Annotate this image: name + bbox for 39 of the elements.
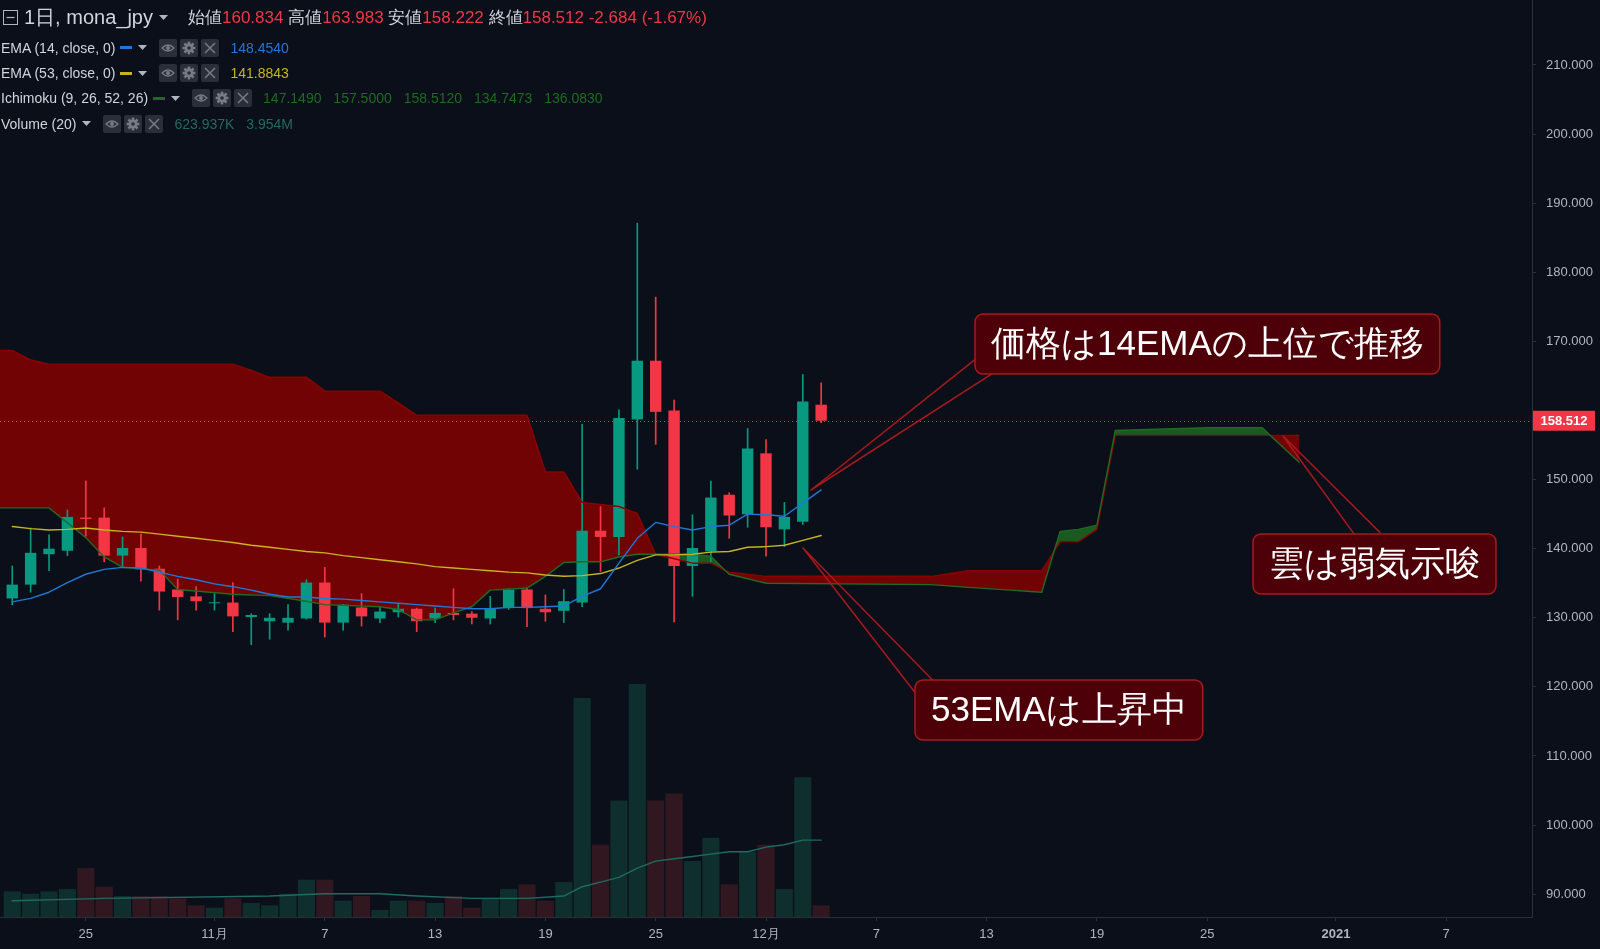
- x-tick-label: 7: [321, 926, 329, 942]
- y-tick-label: 120.000: [1546, 678, 1593, 694]
- y-tick-label: 90.000: [1546, 885, 1586, 901]
- x-tick-label: 2021: [1321, 926, 1351, 942]
- x-tick-label: 7: [872, 926, 880, 942]
- annotation: 148.4540: [230, 39, 289, 56]
- annotation: 価格は14EMAの上位で推移: [991, 322, 1424, 362]
- x-tick-label: 25: [648, 926, 663, 942]
- annotation: 53EMAは上昇中: [931, 688, 1187, 728]
- y-tick-label: 140.000: [1546, 540, 1593, 556]
- x-tick-label: 13: [979, 926, 994, 942]
- chart-title: 1日, mona_jpy: [24, 4, 153, 31]
- x-tick-label: 25: [78, 926, 94, 942]
- ref-line-label: 158.512: [1540, 413, 1588, 429]
- y-tick-label: 170.000: [1546, 332, 1593, 348]
- annotation: 141.8843: [230, 65, 289, 82]
- x-tick-label: 19: [1089, 926, 1105, 942]
- y-tick-label: 130.000: [1546, 609, 1593, 625]
- y-tick-label: 180.000: [1546, 263, 1593, 279]
- x-tick-label: 11月: [201, 926, 228, 942]
- legend-label: Ichimoku (9, 26, 52, 26): [1, 90, 149, 107]
- y-tick-label: 110.000: [1546, 747, 1593, 763]
- x-tick-label: 7: [1442, 926, 1450, 942]
- y-tick-label: 100.000: [1546, 816, 1593, 832]
- y-tick-label: 210.000: [1546, 56, 1593, 72]
- y-tick-label: 150.000: [1546, 471, 1593, 487]
- annotation: 147.1490 157.5000 158.5120 134.7473 136.0830: [263, 90, 603, 107]
- y-tick-label: 190.000: [1546, 194, 1593, 210]
- text: Volume (20): [1, 115, 77, 132]
- legend-label: EMA (53, close, 0): [1, 65, 116, 82]
- y-tick-label: 200.000: [1546, 125, 1593, 141]
- annotation: 雲は弱気示唆: [1269, 542, 1480, 582]
- legend-label: EMA (14, close, 0): [1, 39, 116, 56]
- x-tick-label: 13: [427, 926, 443, 942]
- chart-subtitle: 始値160.834 高値163.983 安値158.222 終値158.512 -2.684 (-1.67%): [187, 7, 707, 27]
- annotation: 623.937K 3.954M: [174, 115, 294, 132]
- x-tick-label: 25: [1199, 926, 1215, 942]
- x-tick-label: 19: [538, 926, 553, 942]
- x-tick-label: 12月: [752, 926, 780, 942]
